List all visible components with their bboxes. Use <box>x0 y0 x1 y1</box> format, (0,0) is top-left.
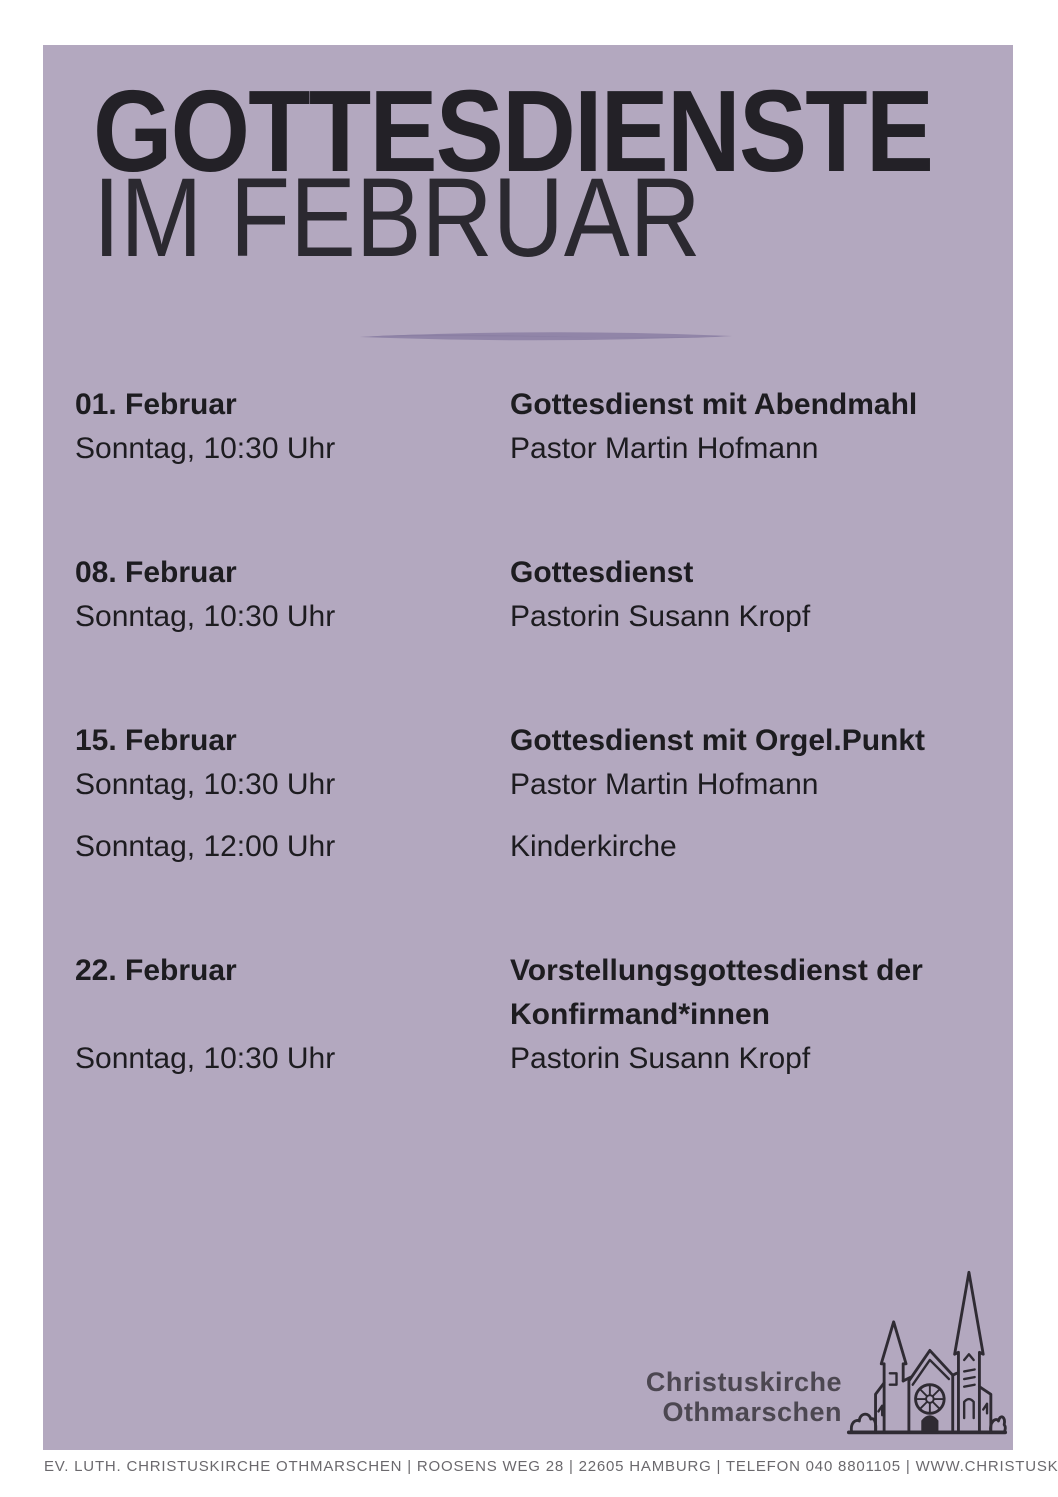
entry-time: Sonntag, 10:30 Uhr <box>75 600 336 633</box>
entry-date: 22. Februar <box>75 954 237 987</box>
church-icon <box>846 1270 1008 1435</box>
entry-time: Sonntag, 10:30 Uhr <box>75 432 336 465</box>
entry-person: Pastorin Susann Kropf <box>510 600 811 633</box>
church-logo-name-line2: Othmarschen <box>662 1397 842 1427</box>
schedule-list: 01. Februar Gottesdienst mit Abendmahl S… <box>75 383 1011 1161</box>
entry-event: Gottesdienst <box>510 556 694 589</box>
schedule-entry-2: 08. Februar Gottesdienst Sonntag, 10:30 … <box>75 551 1011 639</box>
entry-event: Gottesdienst mit Orgel.Punkt <box>510 724 926 757</box>
entry-event: Gottesdienst mit Abendmahl <box>510 388 918 421</box>
schedule-entry-4: 22. Februar Vorstellungsgottesdienst der… <box>75 949 1011 1081</box>
entry-person: Pastorin Susann Kropf <box>510 1042 811 1075</box>
poster-background: GOTTESDIENSTE IM FEBRUAR 01. Februar Got… <box>43 45 1013 1450</box>
footer-contact-line: EV. LUTH. CHRISTUSKIRCHE OTHMARSCHEN | R… <box>44 1458 1058 1475</box>
entry-time: Sonntag, 10:30 Uhr <box>75 1042 336 1075</box>
entry-person: Pastor Martin Hofmann <box>510 768 819 801</box>
entry-date: 08. Februar <box>75 556 237 589</box>
schedule-entry-1: 01. Februar Gottesdienst mit Abendmahl S… <box>75 383 1011 471</box>
church-logo: Christuskirche Othmarschen <box>646 1258 1008 1440</box>
church-logo-name-line1: Christuskirche <box>645 1367 842 1397</box>
entry-person: Pastor Martin Hofmann <box>510 432 819 465</box>
poster-title-line1-text: GOTTESDIENSTE <box>93 66 934 196</box>
entry-date: 15. Februar <box>75 724 237 757</box>
entry-time: Sonntag, 10:30 Uhr <box>75 768 336 801</box>
poster-title-line1: GOTTESDIENSTE <box>93 73 1047 189</box>
entry-event-2: Kinderkirche <box>510 830 677 863</box>
schedule-entry-3: 15. Februar Gottesdienst mit Orgel.Punkt… <box>75 719 1011 869</box>
church-logo-name: Christuskirche Othmarschen <box>646 1367 842 1427</box>
entry-event: Vorstellungsgottesdienst der Konfirmand*… <box>510 954 923 1031</box>
poster-title-line2: IM FEBRUAR <box>93 162 784 274</box>
poster-title-line2-text: IM FEBRUAR <box>93 155 701 280</box>
swoosh-divider <box>360 332 732 341</box>
entry-time-2: Sonntag, 12:00 Uhr <box>75 830 336 863</box>
entry-date: 01. Februar <box>75 388 237 421</box>
